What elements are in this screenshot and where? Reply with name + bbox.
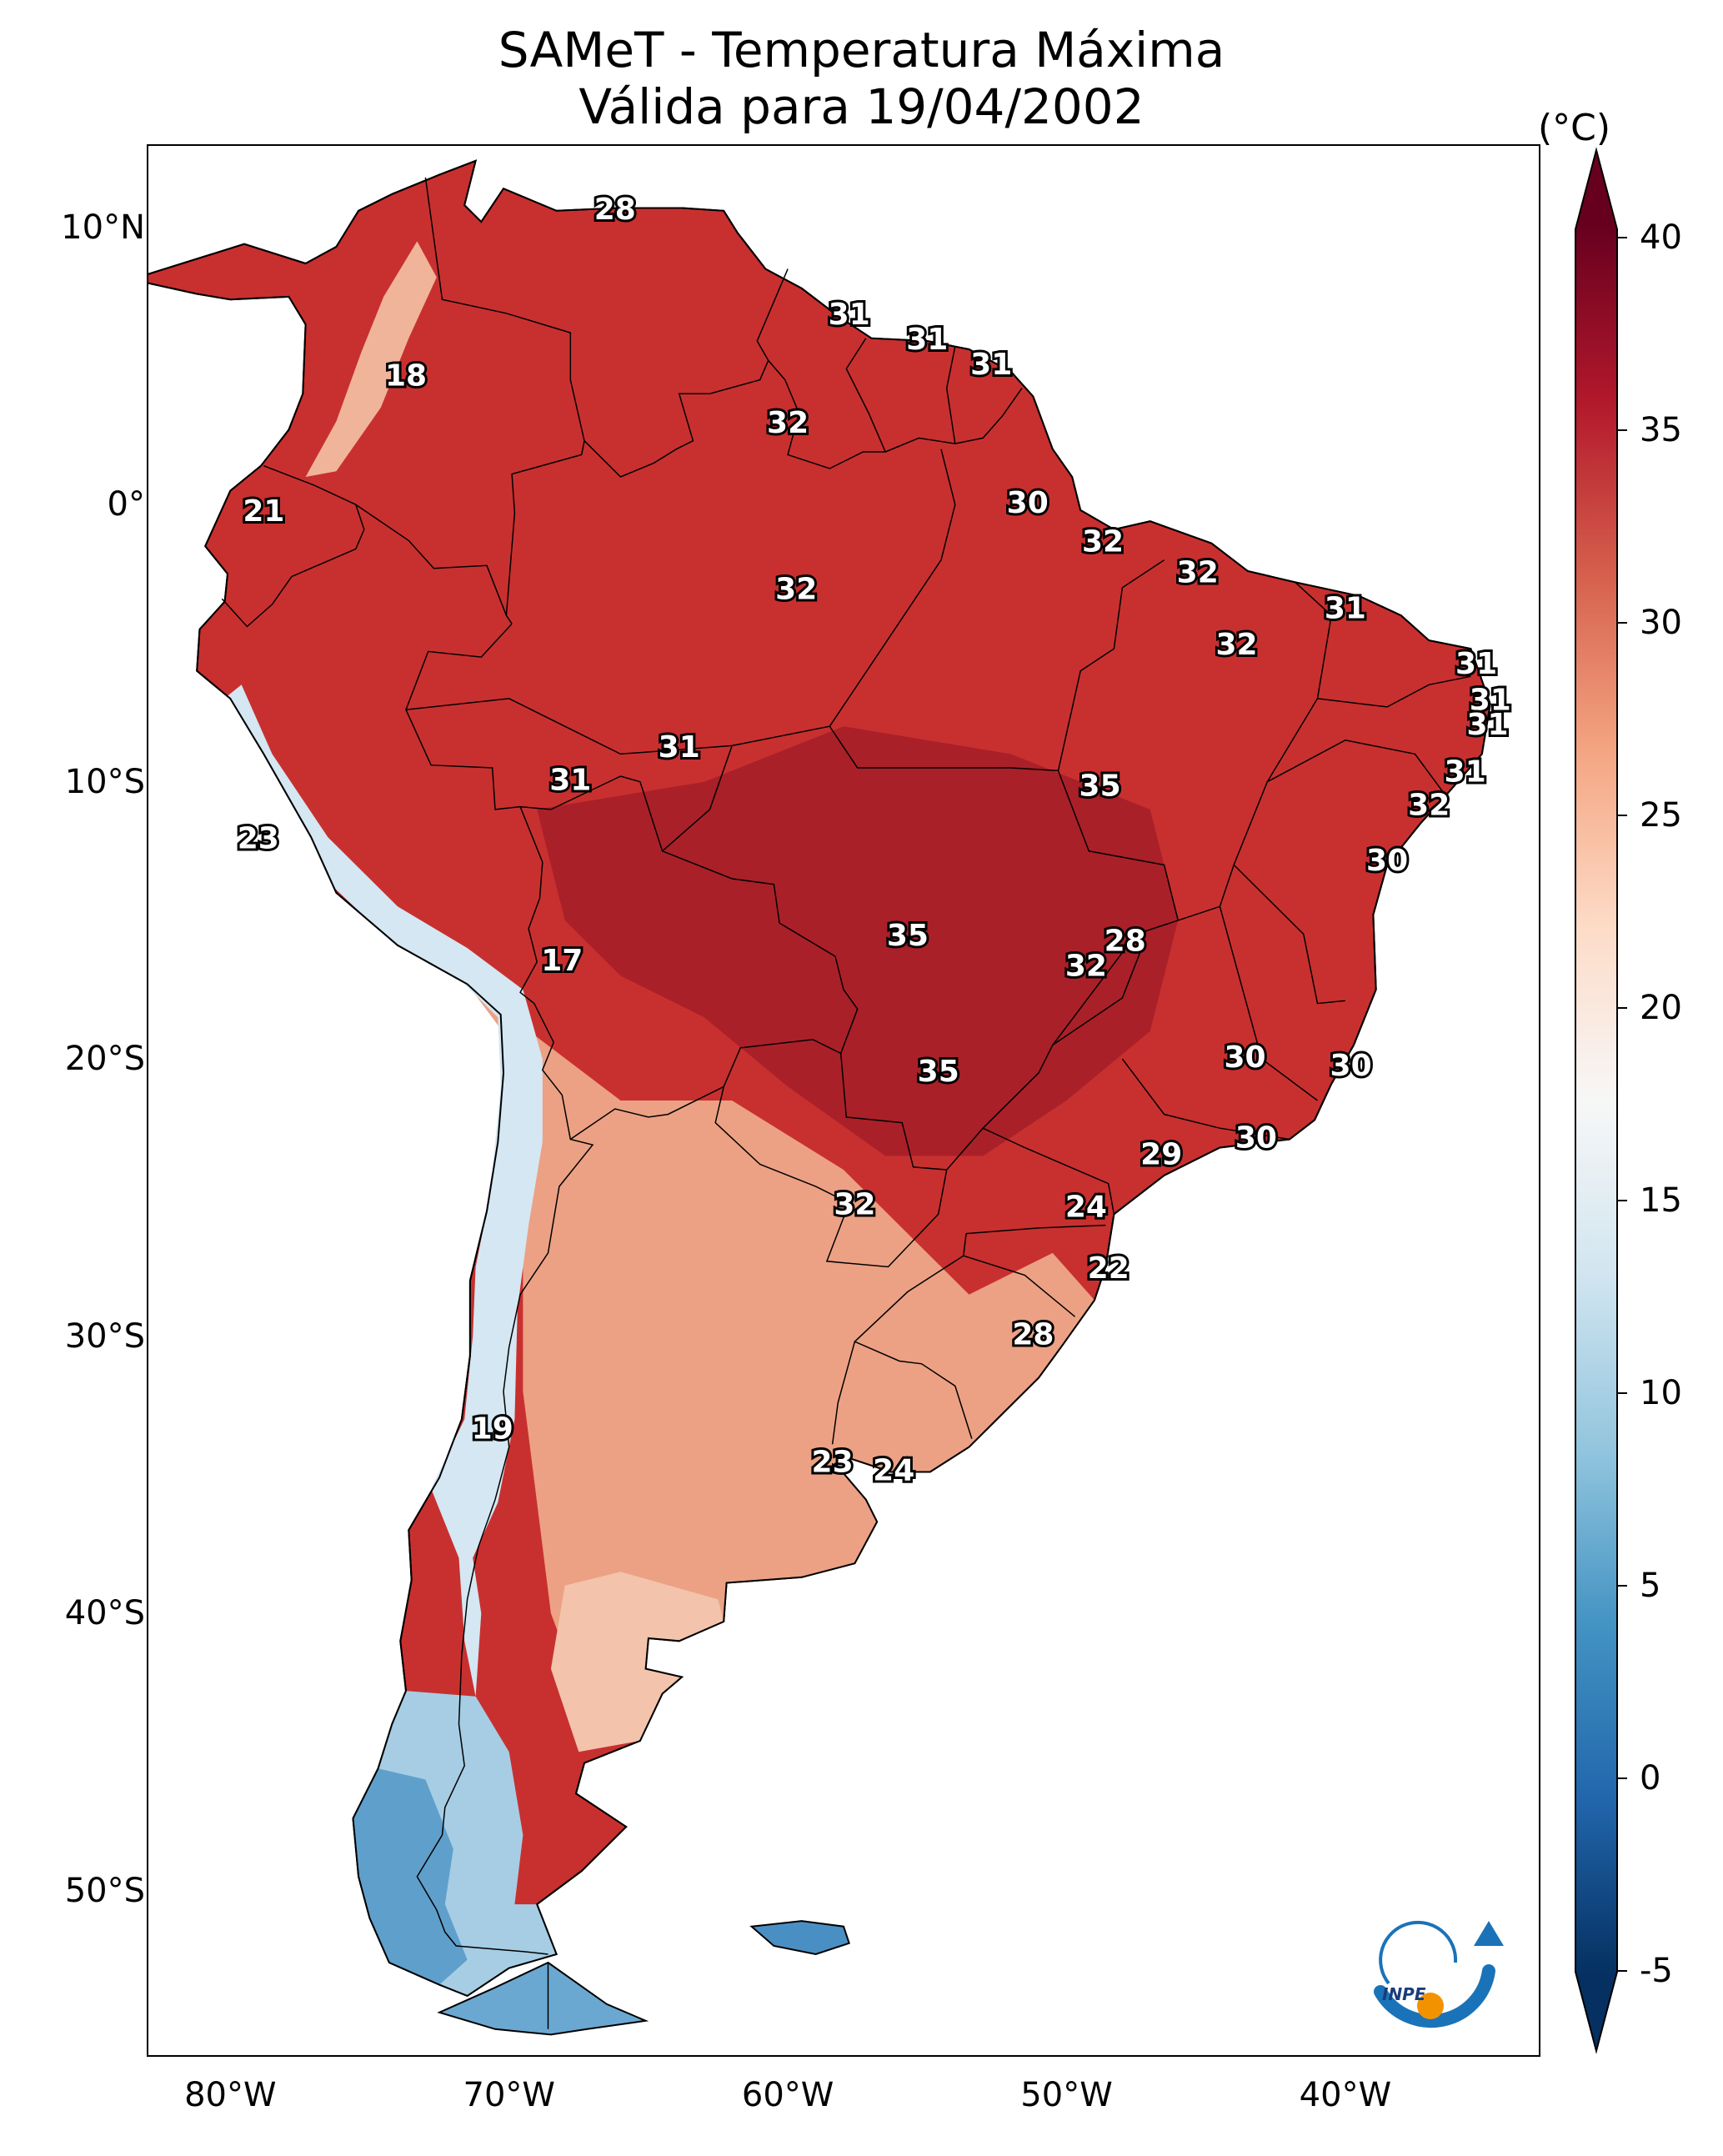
station-label: 32	[1177, 555, 1219, 589]
station-label: 23	[812, 1446, 854, 1480]
station-label: 31	[1455, 647, 1497, 681]
country-state-borders	[221, 177, 1471, 2029]
colorbar-tick-label: 20	[1640, 989, 1682, 1027]
colorbar-tick-label: 35	[1640, 411, 1682, 449]
map-title: SAMeT - Temperatura Máxima	[498, 22, 1225, 78]
station-label: 31	[970, 348, 1012, 382]
colorbar	[1575, 147, 1627, 2054]
andes-cool-region	[228, 684, 543, 1697]
colorbar-tick-label: 40	[1640, 218, 1682, 257]
logo-orbit-icon	[1379, 1920, 1458, 1985]
station-label: 22	[1088, 1251, 1129, 1286]
colorbar-tick-label: 25	[1640, 796, 1682, 835]
station-label: 29	[1140, 1138, 1182, 1172]
inpe-logo: INPE	[1374, 1920, 1504, 2028]
station-label: 21	[243, 494, 284, 529]
station-label: 32	[834, 1187, 875, 1221]
map-frame-border	[147, 144, 1540, 2057]
lon-tick-label: 80°W	[184, 2076, 277, 2114]
lon-tick-label: 60°W	[741, 2076, 834, 2114]
lat-tick-label: 40°S	[64, 1594, 145, 1633]
station-label: 24	[873, 1454, 914, 1488]
logo-orange-dot	[1417, 1993, 1444, 2019]
station-label: 35	[887, 919, 929, 953]
station-label: 30	[1224, 1040, 1265, 1075]
map-panel: 28 31 31 31 18 32 30 21 32 32 32 31 32 31 31 31 31 31 35 31…	[147, 144, 1540, 2057]
station-label: 32	[767, 406, 809, 440]
station-label: 30	[1007, 486, 1049, 520]
station-label: 32	[1408, 789, 1450, 823]
tierra-del-fuego	[437, 1961, 649, 2036]
northern-andes-cool-strip	[305, 241, 437, 477]
colorbar-ticks	[1617, 237, 1627, 1972]
colorbar-body	[1575, 147, 1618, 2054]
station-label: 28	[1104, 925, 1146, 959]
station-label: 32	[775, 572, 817, 606]
station-label: 35	[918, 1055, 959, 1089]
station-label: 31	[1445, 755, 1486, 790]
station-label: 31	[549, 764, 591, 798]
station-label: 31	[829, 298, 870, 332]
falkland-islands	[749, 1920, 850, 1956]
station-label: 28	[1012, 1318, 1054, 1352]
colorbar-tick-label: 0	[1640, 1759, 1661, 1798]
station-label: 31	[1325, 592, 1366, 626]
lat-tick-label: 20°S	[64, 1040, 145, 1079]
station-label: 30	[1366, 844, 1408, 878]
station-label: 19	[472, 1412, 513, 1447]
station-label: 23	[238, 822, 279, 856]
far-south-cold-region	[353, 1768, 468, 1985]
station-label: 32	[1082, 525, 1124, 559]
central-hot-region	[537, 726, 1179, 1156]
station-label: 32	[1065, 949, 1107, 983]
station-label: 31	[1466, 708, 1508, 742]
colorbar-tick-label: 30	[1640, 604, 1682, 642]
station-label: 30	[1330, 1049, 1372, 1083]
colorbar-tick-label: 5	[1640, 1567, 1661, 1605]
map-subtitle: Válida para 19/04/2002	[579, 78, 1144, 135]
station-label: 35	[1079, 769, 1121, 803]
logo-arrow-icon	[1474, 1921, 1504, 1946]
lat-tick-label: 0°	[107, 485, 145, 524]
lon-tick-label: 50°W	[1020, 2076, 1113, 2114]
station-label: 31	[1470, 683, 1511, 717]
logo-swoosh	[1374, 1964, 1495, 2028]
pampas-light-region	[550, 1572, 724, 1752]
colorbar-tick-label: 10	[1640, 1374, 1682, 1412]
station-label: 32	[1215, 628, 1257, 662]
lon-tick-label: 40°W	[1299, 2076, 1392, 2114]
station-label: 30	[1235, 1121, 1277, 1156]
lat-tick-label: 10°N	[61, 208, 145, 247]
logo-text: INPE	[1382, 1984, 1426, 2004]
colorbar-tick-label: -5	[1640, 1952, 1673, 1990]
station-label: 18	[385, 358, 427, 393]
lat-tick-label: 50°S	[64, 1871, 145, 1910]
colorbar-unit: (°C)	[1538, 107, 1611, 149]
southern-warm-region	[467, 984, 1094, 1741]
station-label: 17	[541, 944, 583, 978]
lon-tick-label: 70°W	[463, 2076, 555, 2114]
colorbar-tick-label: 15	[1640, 1181, 1682, 1220]
station-label: 24	[1065, 1191, 1107, 1225]
lat-tick-label: 30°S	[64, 1316, 145, 1356]
coastline	[147, 159, 1491, 1998]
station-label: 31	[659, 730, 700, 765]
station-label: 31	[906, 323, 948, 357]
lat-tick-label: 10°S	[64, 762, 145, 801]
station-label: 28	[594, 193, 636, 227]
